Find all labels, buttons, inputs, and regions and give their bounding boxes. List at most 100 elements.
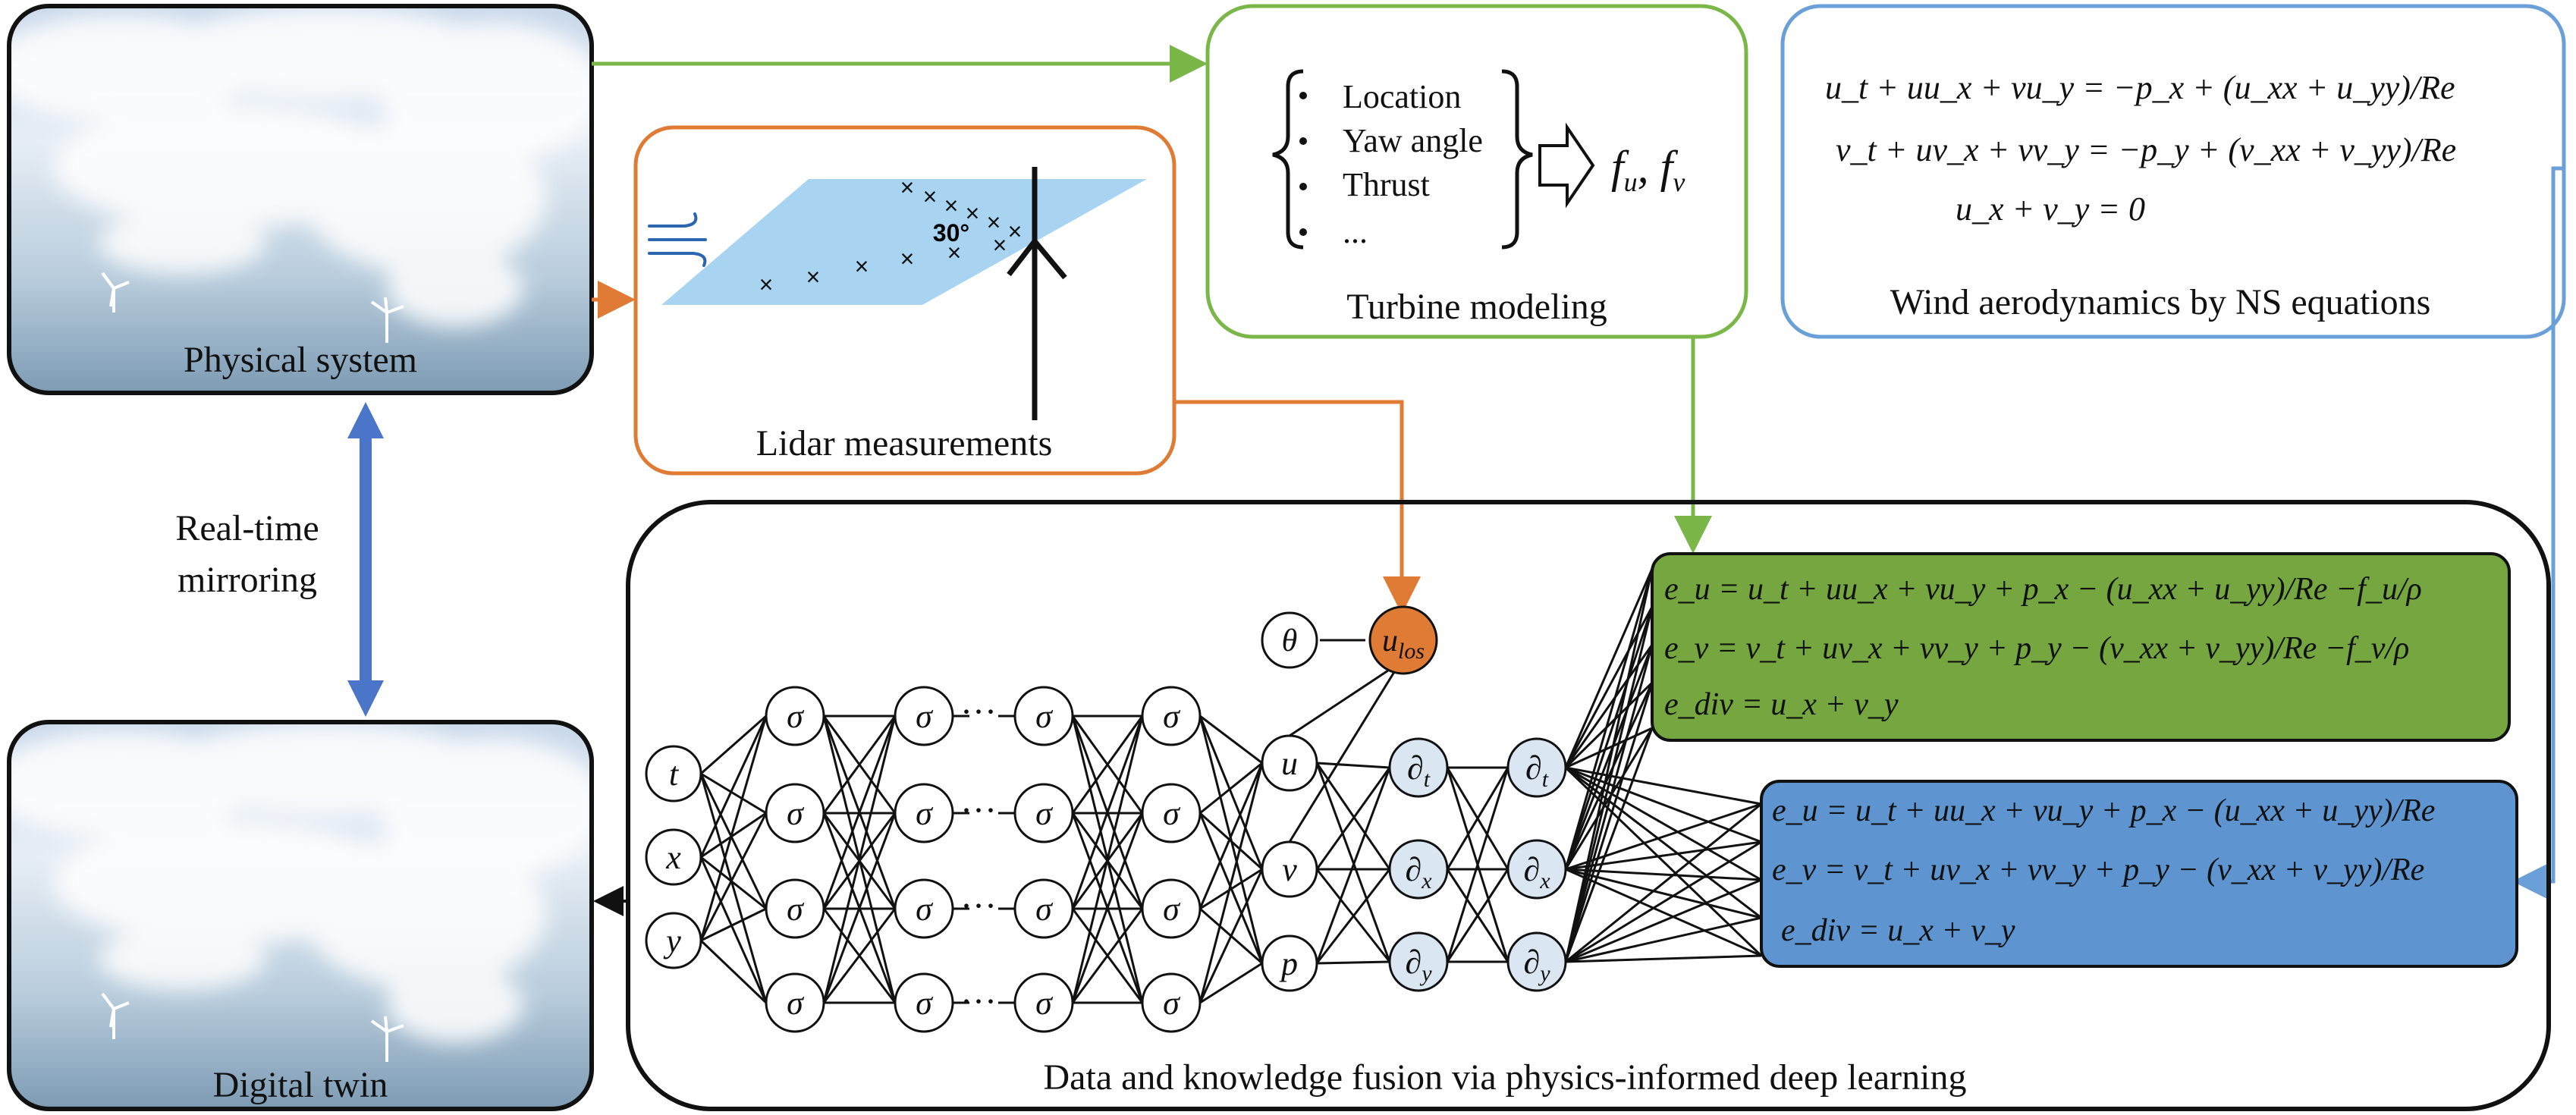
to-green-residual-edge (1564, 606, 1654, 963)
svg-text:×: × (855, 253, 869, 280)
u-to-los-edge (1289, 669, 1389, 737)
to-blue-residual-edge (1565, 840, 1762, 871)
left-brace (1272, 69, 1304, 250)
v-to-los-edge (1288, 671, 1396, 843)
output-node-u: u (1261, 734, 1318, 792)
partial-node-t: ∂t (1506, 737, 1567, 798)
to-green-residual-edge (1564, 682, 1654, 870)
sigma-node-label: σ (787, 795, 805, 832)
fusion-label: Data and knowledge fusion via physics-in… (1044, 1057, 1967, 1098)
network-edge (700, 907, 767, 942)
sigma-node: σ (765, 686, 825, 746)
svg-text:×: × (966, 199, 980, 227)
physical-system-photo (9, 6, 592, 393)
svg-text:×: × (900, 174, 915, 201)
svg-text:×: × (900, 245, 915, 272)
to-green-residual-edge (1564, 644, 1654, 963)
sigma-node: σ (1013, 783, 1074, 843)
svg-text:×: × (947, 239, 962, 266)
ns-equation-1: u_t + uu_x + vu_y = −p_x + (u_xx + u_yy)… (1825, 69, 2455, 106)
svg-text:···: ··· (960, 790, 997, 831)
network-edge (1315, 868, 1391, 964)
network-edge (1198, 762, 1264, 1003)
input-node-t-label: t (669, 755, 680, 793)
wind-icon (648, 212, 707, 267)
digital-twin-frame (7, 720, 594, 1111)
to-blue-residual-edge (1565, 868, 1762, 919)
ns-equation-3: u_x + v_y = 0 (1956, 190, 2145, 228)
svg-text:···: ··· (960, 982, 997, 1022)
sigma-node: σ (894, 878, 954, 939)
blue-residual-ev: e_v = v_t + uv_x + vv_y + p_y − (v_xx + … (1772, 853, 2424, 887)
input-node-x-label: x (665, 839, 681, 876)
network-edge (1315, 767, 1391, 964)
partial-node-t-label: ∂t (1525, 749, 1549, 792)
to-green-residual-edge (1564, 568, 1654, 768)
svg-text:×: × (806, 263, 821, 291)
sigma-node-label: σ (916, 985, 934, 1022)
network-edge (822, 715, 897, 1003)
ns-equations-box (1780, 4, 2566, 339)
partial-node-y-label: ∂y (1523, 944, 1550, 986)
network-edge (1071, 715, 1144, 814)
to-blue-residual-edge (1565, 840, 1762, 963)
network-edge (1316, 762, 1390, 769)
svg-text:×: × (993, 231, 1007, 259)
network-edge (1446, 767, 1509, 963)
scan-angle-label: 30° (933, 219, 969, 247)
sigma-node-label: σ (787, 698, 805, 735)
sigma-node-label: σ (916, 698, 934, 735)
lidar-label: Lidar measurements (756, 423, 1053, 463)
right-brace (1501, 69, 1533, 250)
digital-twin-photo (9, 722, 592, 1109)
partial-node-x: ∂x (1506, 839, 1567, 900)
to-blue-residual-edge (1565, 868, 1762, 957)
green-residual-eu: e_u = u_t + uu_x + vu_y + p_x − (u_xx + … (1664, 572, 2422, 607)
network-edge (700, 856, 767, 910)
network-edges (699, 568, 1763, 1004)
network-edge (700, 772, 767, 815)
fusion-box (626, 500, 2551, 1111)
sigma-node: σ (1013, 686, 1074, 746)
network-edge (1198, 812, 1264, 871)
partial-node-x: ∂x (1388, 839, 1449, 900)
turbine-modeling-label: Turbine modeling (1346, 287, 1607, 327)
blue-residual-eu: e_u = u_t + uu_x + vu_y + p_x − (u_xx + … (1772, 793, 2435, 828)
turbine-item-thrust: Thrust (1343, 166, 1430, 203)
wind-turbine-icon (1007, 167, 1067, 420)
output-node-v: v (1261, 840, 1318, 898)
network-edge (822, 908, 897, 1003)
sigma-node-label: σ (1035, 890, 1054, 928)
sigma-node-label: σ (1035, 795, 1054, 832)
network-edge (1315, 767, 1391, 870)
los-node (1368, 605, 1438, 675)
turbine-item-more: ... (1343, 213, 1368, 250)
network-edge (1198, 762, 1264, 909)
network-edge (1199, 762, 1263, 815)
to-green-residual-edge (1564, 568, 1654, 963)
sigma-node-label: σ (1163, 985, 1181, 1022)
physical-system-label: Physical system (184, 340, 417, 380)
sigma-node: σ (765, 783, 825, 843)
partial-node-y: ∂y (1388, 931, 1449, 992)
svg-text:×: × (759, 271, 774, 298)
green-residual-ediv: e_div = u_x + v_y (1664, 687, 1899, 722)
network-edge (822, 715, 897, 814)
svg-text:×: × (944, 192, 959, 219)
svg-text:···: ··· (960, 886, 997, 926)
physical-system-frame (7, 4, 594, 395)
turbine-item-location: Location (1343, 78, 1461, 115)
theta-node (1261, 611, 1318, 669)
svg-text:×: × (1008, 218, 1023, 245)
network-edge (699, 856, 768, 1003)
sigma-node-label: σ (916, 890, 934, 928)
sigma-node-label: σ (1035, 698, 1054, 735)
network-edge (699, 773, 768, 909)
sigma-node-label: σ (916, 795, 934, 832)
turbine-bullets (1299, 92, 1307, 236)
to-green-residual-edge (1564, 727, 1654, 870)
network-edge (699, 715, 768, 941)
partial-node-x-label: ∂x (1523, 851, 1550, 894)
lidar-to-los-arrow (1174, 400, 1421, 614)
network-edge (822, 715, 897, 909)
